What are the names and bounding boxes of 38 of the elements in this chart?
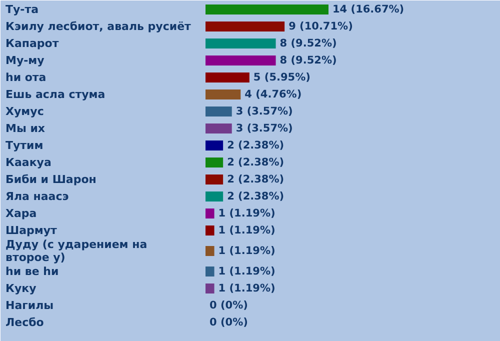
- y-tick-label: Лесбо: [6, 316, 44, 329]
- data-label: 2 (2.38%): [227, 156, 284, 168]
- y-tick-label: Куку: [6, 282, 36, 295]
- y-tick-label: Тутим: [6, 139, 44, 152]
- y-tick-label: Ешь асла стума: [6, 88, 106, 101]
- y-tick-label: Каакуа: [6, 156, 52, 169]
- y-tick-label: Ту-та: [6, 3, 39, 16]
- data-label: 1 (1.19%): [218, 208, 276, 220]
- y-tick-label: Мы их: [6, 122, 46, 135]
- y-tick-label: Яла наасэ: [6, 190, 70, 203]
- data-label: 2 (2.38%): [227, 174, 284, 186]
- y-tick-label: Биби и Шарон: [6, 173, 96, 186]
- y-tick-label: Нагилы: [6, 299, 54, 312]
- data-label: 1 (1.19%): [218, 266, 276, 278]
- y-tick-label: Дуду (с ударением на второе у): [6, 238, 148, 264]
- data-label: 3 (3.57%): [236, 122, 293, 134]
- data-label: 2 (2.38%): [227, 140, 284, 152]
- y-tick-label: Хара: [6, 207, 37, 220]
- data-label: 0 (0%): [210, 316, 248, 328]
- y-tick-label: hи ве hи: [6, 265, 59, 278]
- data-label: 2 (2.38%): [227, 190, 284, 202]
- y-tick-label: hи ота: [6, 71, 46, 84]
- data-label: 1 (1.19%): [218, 224, 276, 236]
- data-label: 1 (1.19%): [218, 245, 276, 257]
- data-label: 3 (3.57%): [236, 106, 293, 118]
- y-tick-label: Кэилу лесбиот, аваль русиёт: [6, 20, 192, 33]
- data-label: 14 (16.67%): [332, 4, 404, 16]
- y-tick-label: Капарот: [6, 37, 60, 50]
- data-label: 8 (9.52%): [280, 54, 337, 66]
- y-tick-label: Шармут: [6, 224, 58, 237]
- data-label: 5 (5.95%): [253, 72, 310, 84]
- y-tick-label: Хумус: [6, 105, 44, 118]
- data-label: 0 (0%): [210, 300, 248, 312]
- data-label: 1 (1.19%): [218, 282, 276, 294]
- data-label: 9 (10.71%): [288, 20, 353, 32]
- data-label: 8 (9.52%): [280, 38, 337, 50]
- data-label: 4 (4.76%): [244, 88, 302, 100]
- y-tick-label: Му-му: [6, 54, 44, 67]
